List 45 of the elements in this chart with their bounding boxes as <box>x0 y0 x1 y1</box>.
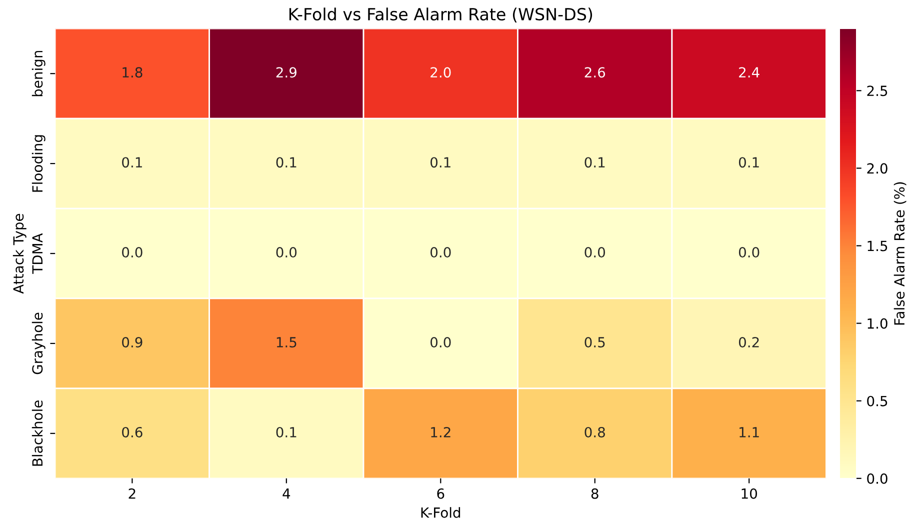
data-label: 0.1 <box>122 157 142 168</box>
data-label: 2.0 <box>430 67 451 78</box>
data-label: 2.4 <box>739 67 760 78</box>
data-label: 1.2 <box>431 426 450 438</box>
chart-title: K-Fold vs False Alarm Rate (WSN-DS) <box>289 8 592 22</box>
data-label: 0.0 <box>584 247 605 258</box>
x-tick-label: 10 <box>742 488 757 499</box>
color-bar-label: 1.5 <box>868 240 888 252</box>
data-label: 0.1 <box>276 426 296 438</box>
data-label: 2.9 <box>276 67 296 78</box>
x-tick-label: 6 <box>437 488 444 499</box>
color-bar-title: False Alarm Rate (%) <box>894 182 906 325</box>
data-label: 0.1 <box>738 157 759 168</box>
data-label: 0.0 <box>276 247 297 258</box>
y-tick-label: benign <box>32 50 46 96</box>
data-label: 0.6 <box>122 426 142 438</box>
x-tick-label: 2 <box>128 488 136 499</box>
color-bar-label: 2.5 <box>867 86 888 96</box>
y-tick-label: TDMA <box>32 233 42 274</box>
y-axis-title: Attack Type <box>12 214 26 294</box>
data-label: 0.1 <box>584 157 605 168</box>
data-label: 1.8 <box>122 67 142 78</box>
color-bar-label: 1.0 <box>868 318 888 329</box>
data-label: 1.1 <box>740 427 759 438</box>
y-tick-label: Flooding <box>32 135 46 192</box>
y-tick-label: Blackhole <box>32 400 43 466</box>
x-tick-label: 4 <box>282 488 290 499</box>
color-bar-label: 2.0 <box>867 163 888 174</box>
data-label: 0.0 <box>738 247 760 258</box>
color-bar-label: 0.0 <box>867 473 888 484</box>
y-tick-label: Grayhole <box>32 312 46 374</box>
data-label: 0.0 <box>122 247 142 258</box>
data-label: 0.9 <box>122 336 142 348</box>
x-tick-label: 8 <box>591 488 598 499</box>
data-label: 1.5 <box>276 337 296 348</box>
color-bar-label: 0.5 <box>867 396 888 406</box>
data-label: 0.2 <box>738 336 759 348</box>
data-label: 2.6 <box>584 67 606 78</box>
x-axis-title: K-Fold <box>421 507 460 518</box>
data-label: 0.5 <box>584 336 605 348</box>
data-label: 0.1 <box>430 157 450 168</box>
data-label: 0.0 <box>430 336 451 348</box>
data-label: 0.0 <box>430 247 451 258</box>
data-label: 0.8 <box>584 426 605 438</box>
data-label: 0.1 <box>276 157 296 168</box>
